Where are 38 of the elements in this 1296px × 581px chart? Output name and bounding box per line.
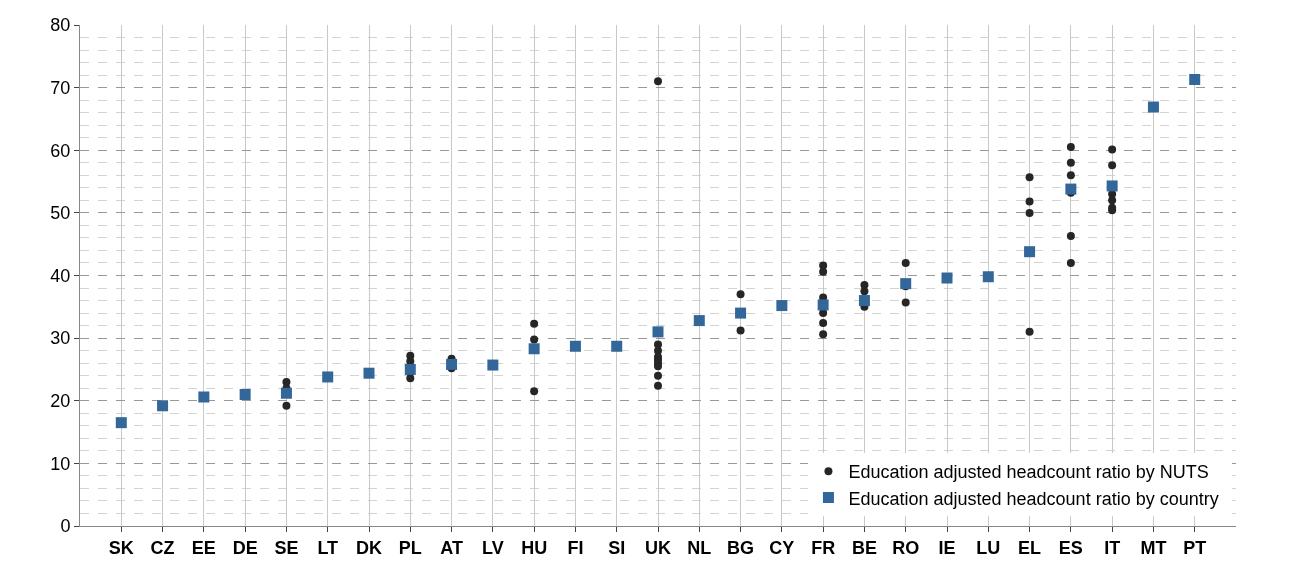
x-tick-label: UK (645, 537, 671, 558)
x-tick-label: CZ (150, 537, 175, 558)
x-tick-label: MT (1140, 537, 1167, 558)
y-tick-label: 60 (50, 140, 71, 161)
y-tick-label: 50 (50, 203, 71, 224)
x-tick-label: FI (567, 537, 584, 558)
x-tick-label: BE (851, 537, 877, 558)
x-tick-label: SE (274, 537, 299, 558)
x-tick-label: HU (521, 537, 548, 558)
x-tick-label: EL (1018, 537, 1042, 558)
x-tick-label: IT (1104, 537, 1121, 558)
x-tick-label: SI (608, 537, 626, 558)
y-tick-label: 20 (50, 391, 71, 412)
y-tick-label: 0 (60, 516, 71, 537)
legend-label: Education adjusted headcount ratio by country (848, 488, 1219, 509)
legend-label: Education adjusted headcount ratio by NUTS (848, 462, 1209, 483)
x-tick-label: ES (1058, 537, 1083, 558)
x-tick-label: RO (892, 537, 920, 558)
x-tick-label: BG (727, 537, 755, 558)
y-tick-label: 30 (50, 328, 71, 349)
y-tick-label: 80 (50, 15, 71, 36)
y-tick-label: 40 (50, 265, 71, 286)
y-tick-label: 10 (50, 453, 71, 474)
x-tick-label: FR (811, 537, 836, 558)
x-tick-label: DE (232, 537, 258, 558)
x-tick-label: EE (191, 537, 216, 558)
x-tick-label: LT (317, 537, 339, 558)
x-tick-label: PT (1183, 537, 1207, 558)
x-tick-label: DK (356, 537, 382, 558)
x-tick-label: SK (108, 537, 134, 558)
x-tick-label: CY (769, 537, 795, 558)
x-tick-label: LU (976, 537, 1001, 558)
x-tick-label: PL (398, 537, 422, 558)
x-tick-label: NL (687, 537, 712, 558)
x-tick-label: LV (482, 537, 504, 558)
y-tick-label: 70 (50, 77, 71, 98)
x-tick-label: IE (938, 537, 956, 558)
x-tick-label: AT (440, 537, 463, 558)
